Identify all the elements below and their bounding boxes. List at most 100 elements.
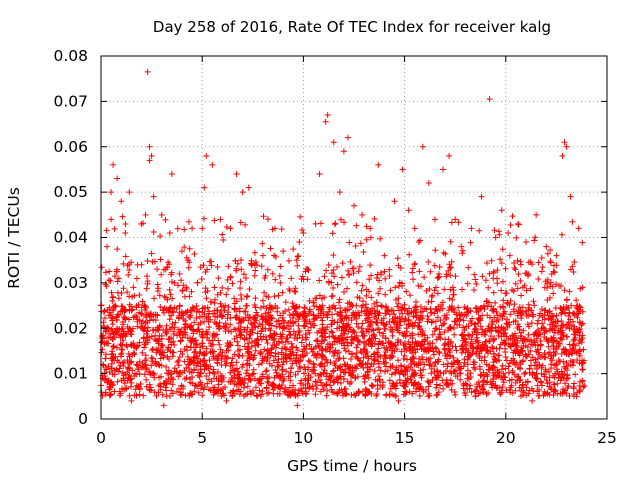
data-point (545, 343, 552, 350)
data-point (316, 376, 323, 383)
data-point (187, 390, 194, 397)
data-point (379, 383, 386, 390)
data-point (273, 341, 280, 348)
data-point (413, 385, 420, 392)
data-point (331, 349, 338, 356)
data-point (551, 362, 558, 369)
data-point (119, 342, 126, 349)
data-point (529, 311, 536, 318)
data-point (170, 338, 177, 345)
data-point (230, 367, 237, 374)
data-point (403, 364, 410, 371)
data-point (576, 332, 583, 339)
data-point (457, 376, 464, 383)
data-point (363, 292, 370, 299)
data-point (387, 364, 394, 371)
data-point (244, 350, 251, 357)
data-point (210, 366, 217, 373)
data-point (555, 318, 562, 325)
data-point (166, 316, 173, 323)
data-point (494, 267, 501, 274)
data-point (443, 271, 450, 278)
data-point (552, 281, 559, 288)
data-point (486, 270, 493, 277)
data-point (337, 332, 344, 339)
data-point (298, 388, 305, 395)
data-point (346, 306, 353, 313)
data-point (275, 363, 282, 370)
data-point (320, 326, 327, 333)
data-point (575, 326, 582, 333)
data-point (382, 275, 389, 282)
data-point (235, 368, 242, 375)
data-point (448, 306, 455, 313)
data-point (251, 272, 258, 279)
data-point (447, 272, 454, 279)
data-point (220, 237, 227, 244)
data-point (346, 239, 353, 246)
data-point (413, 340, 420, 347)
data-point (501, 310, 508, 317)
data-point (471, 328, 478, 335)
data-point (370, 327, 377, 334)
data-point (426, 344, 433, 351)
data-point (464, 375, 471, 382)
data-point (353, 279, 360, 286)
data-point (402, 315, 409, 322)
data-point (467, 318, 474, 325)
data-point (344, 342, 351, 349)
data-point (246, 313, 253, 320)
data-point (517, 258, 524, 265)
data-point (250, 356, 257, 363)
data-point (461, 327, 468, 334)
data-point (264, 266, 271, 273)
data-point (562, 380, 569, 387)
data-point (373, 320, 380, 327)
data-point (155, 361, 162, 368)
data-point (447, 286, 454, 293)
data-point (416, 392, 423, 399)
data-point (559, 386, 566, 393)
data-point (227, 314, 234, 321)
data-point (382, 291, 389, 298)
data-point (207, 299, 214, 306)
data-point (154, 281, 161, 288)
data-point (261, 346, 268, 353)
data-point (401, 352, 408, 359)
data-point (376, 309, 383, 316)
data-point (501, 373, 508, 380)
data-point (353, 365, 360, 372)
data-point (399, 166, 406, 173)
data-point (340, 339, 347, 346)
data-point (241, 326, 248, 333)
data-point (294, 335, 301, 342)
data-point (364, 348, 371, 355)
data-point (256, 387, 263, 394)
data-point (113, 266, 120, 273)
data-point (259, 240, 266, 247)
data-point (323, 381, 330, 388)
data-point (513, 343, 520, 350)
data-point (189, 335, 196, 342)
data-point (136, 391, 143, 398)
data-point (281, 319, 288, 326)
data-point (542, 366, 549, 373)
data-point (485, 284, 492, 291)
data-point (252, 342, 259, 349)
data-point (267, 327, 274, 334)
data-point (489, 384, 496, 391)
data-point (287, 332, 294, 339)
data-point (233, 170, 240, 177)
data-point (496, 372, 503, 379)
data-point (495, 316, 502, 323)
data-point (181, 367, 188, 374)
data-point (509, 286, 516, 293)
data-point (384, 367, 391, 374)
data-point (283, 368, 290, 375)
data-point (136, 292, 143, 299)
data-point (336, 364, 343, 371)
data-point (433, 375, 440, 382)
data-point (494, 369, 501, 376)
data-point (532, 359, 539, 366)
data-point (354, 341, 361, 348)
